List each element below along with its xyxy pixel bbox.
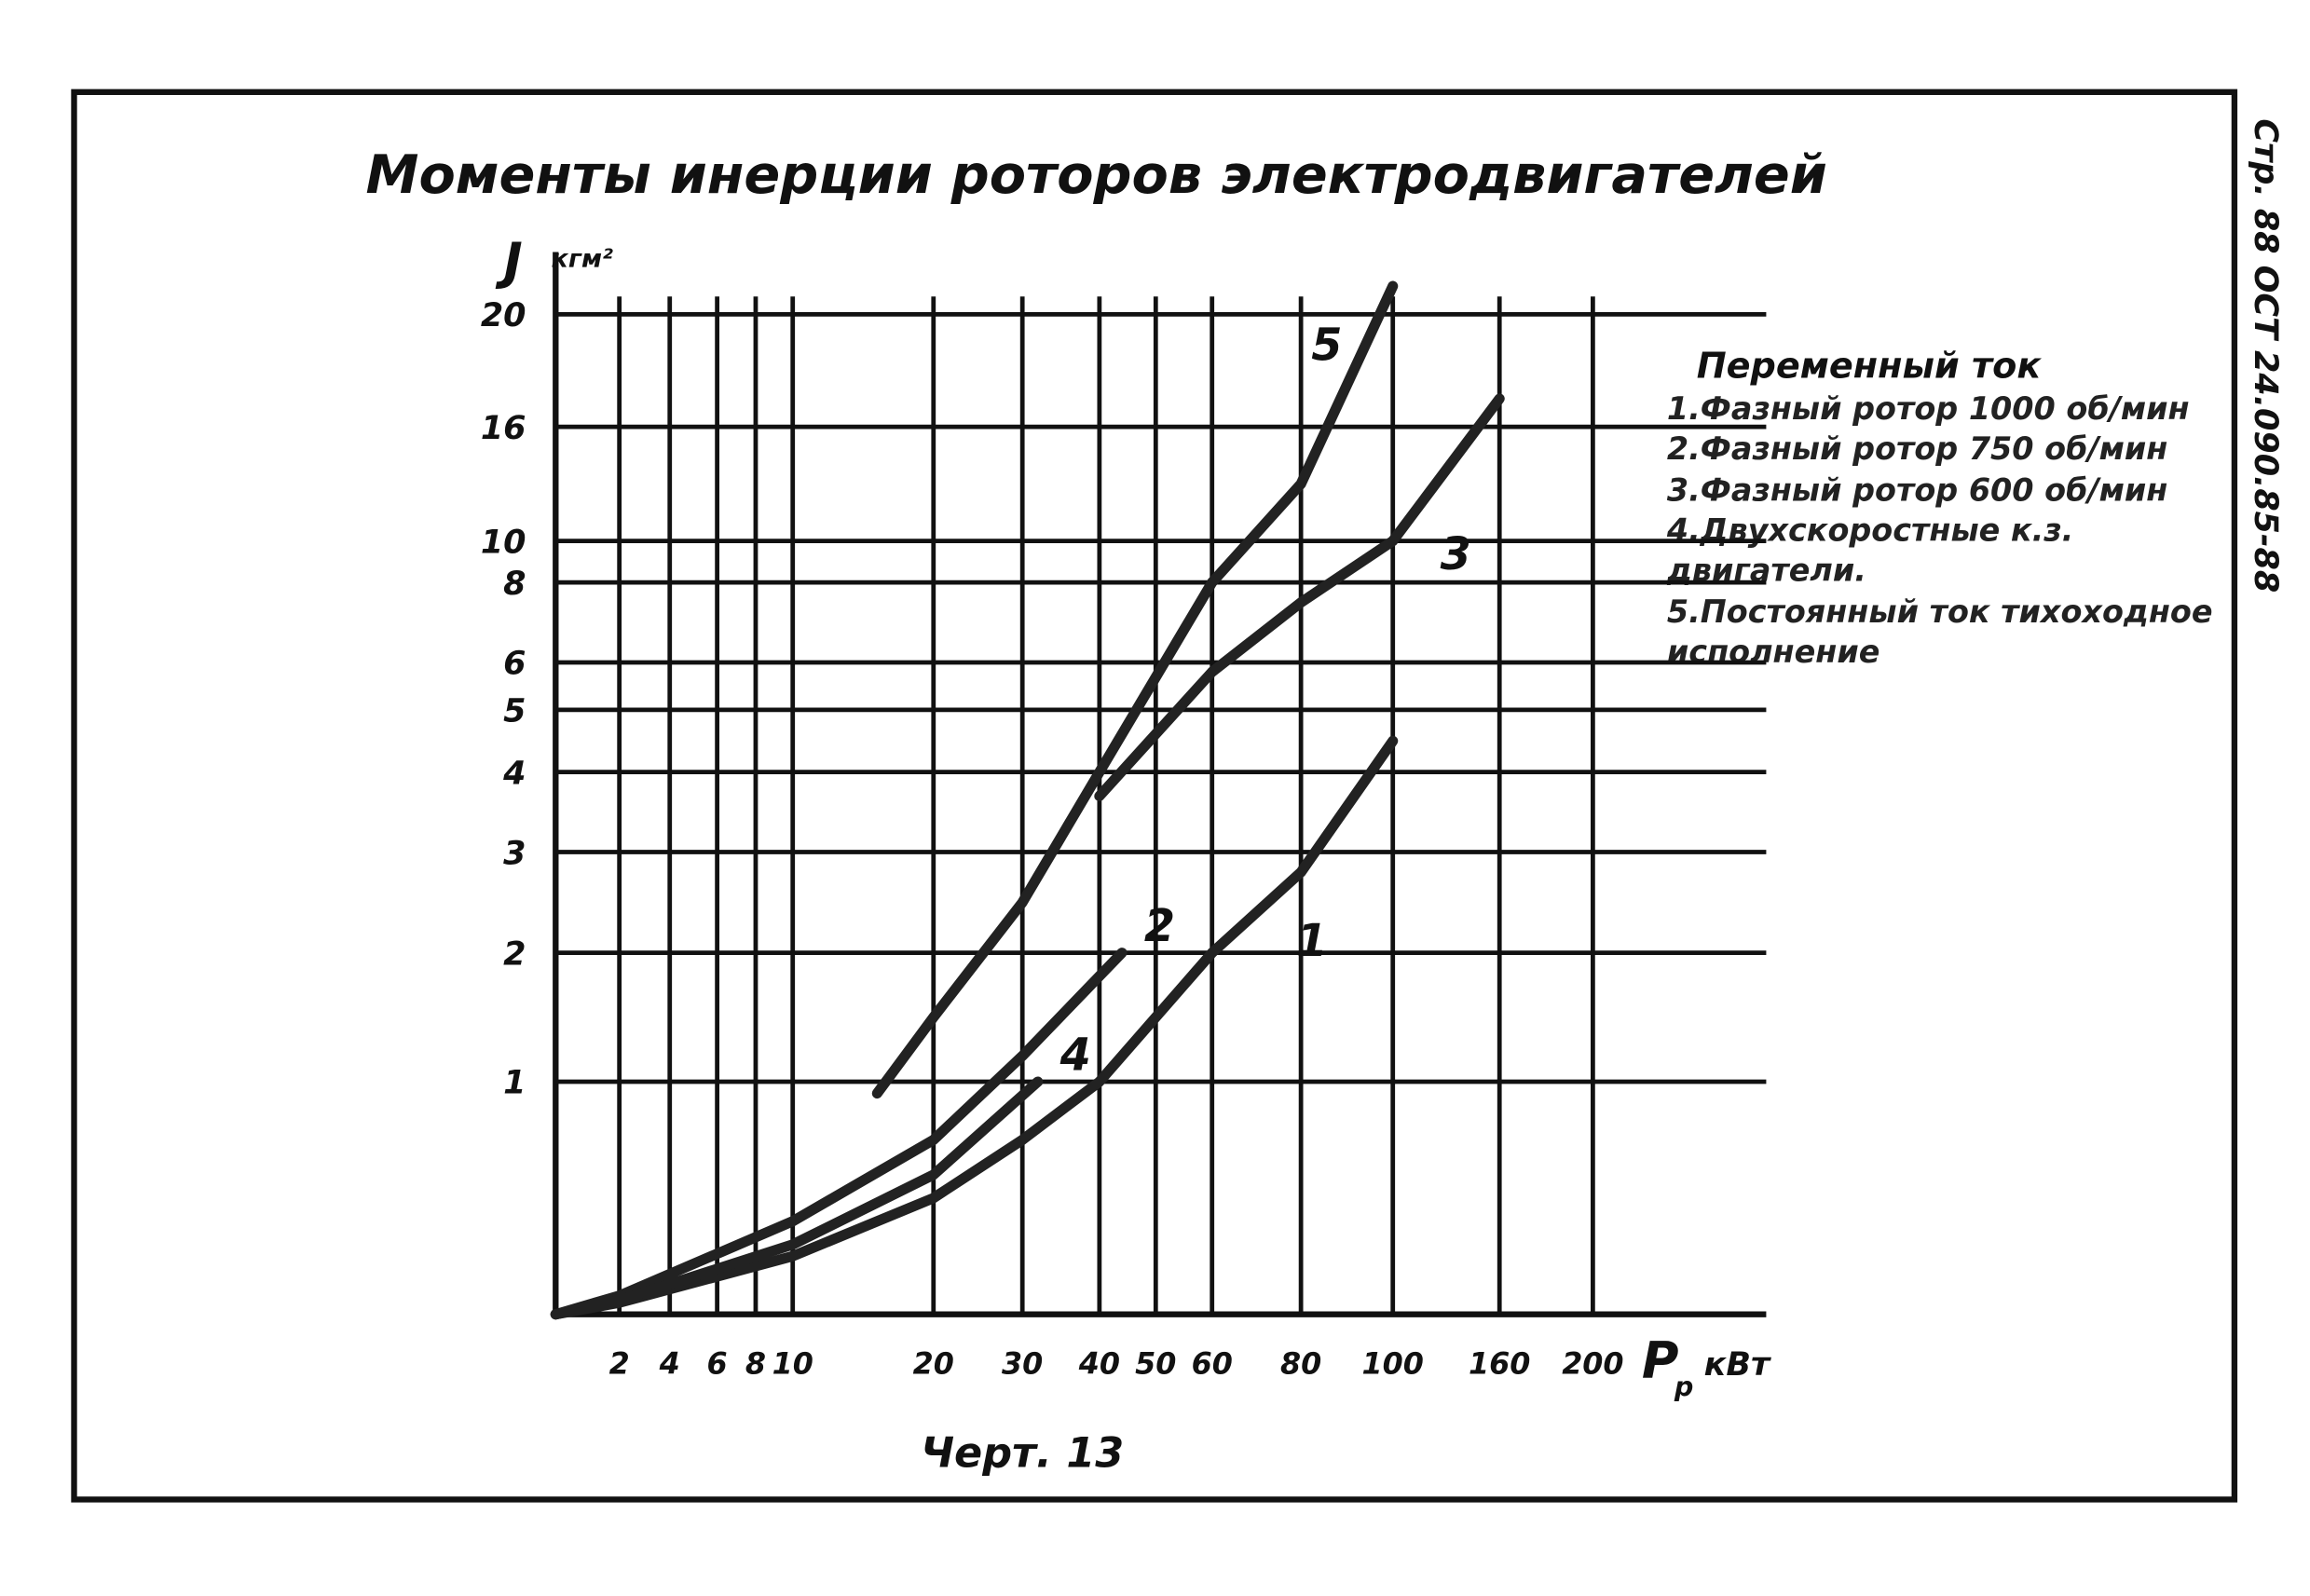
series-label: 4 [1059, 1030, 1091, 1081]
y-tick-label: 10 [481, 524, 526, 561]
x-axis-unit: кВт [1704, 1346, 1771, 1384]
legend-entry: 4.Двухскоростные к.з. двигатели. [1666, 512, 2074, 590]
legend: Переменный ток 1.Фазный ротор 1000 об/ми… [1667, 344, 2237, 673]
frame [71, 89, 2238, 1503]
side-note: Стр. 88 ОСТ 24.090.85-88 [2247, 118, 2284, 593]
x-tick-label: 2 [609, 1346, 630, 1381]
y-axis-label: J [496, 232, 523, 291]
y-tick-label: 2 [503, 935, 526, 973]
x-tick-label: 40 [1078, 1346, 1120, 1381]
x-tick-label: 20 [913, 1346, 954, 1381]
series-line [1094, 393, 1505, 801]
x-tick-label: 60 [1192, 1346, 1233, 1381]
y-tick-label: 1 [503, 1065, 526, 1102]
grid [555, 296, 1767, 1315]
legend-entry: 2.Фазный ротор 750 об/мин [1666, 431, 2168, 468]
chart-title: Моменты инерции роторов электродвигателе… [366, 144, 1827, 206]
legend-title: Переменный ток [1696, 345, 2042, 388]
y-tick-label: 5 [503, 693, 526, 730]
legend-entry: 3.Фазный ротор 600 об/мин [1666, 472, 2168, 509]
x-tick-label: 30 [1002, 1346, 1043, 1381]
legend-entry: 5.Постоянный ток тихоходное исполнение [1666, 593, 2213, 670]
x-axis-label-sub: р [1674, 1371, 1693, 1402]
x-tick-label: 4 [659, 1346, 680, 1381]
y-tick-label: 8 [503, 566, 526, 603]
series-line [550, 735, 1399, 1320]
series-label: 1 [1296, 916, 1327, 967]
series-label: 3 [1441, 529, 1471, 580]
x-tick-label: 80 [1280, 1346, 1321, 1381]
y-axis-unit: кгм² [552, 244, 614, 273]
series-line [871, 280, 1399, 1099]
legend-box: Переменный ток 1.Фазный ротор 1000 об/ми… [1667, 344, 2237, 673]
y-tick-label: 20 [481, 297, 526, 334]
legend-entry: 1.Фазный ротор 1000 об/мин [1666, 391, 2190, 428]
x-tick-label: 10 [772, 1346, 813, 1381]
y-tick-label: 6 [503, 646, 526, 683]
series-line [550, 1076, 1044, 1320]
y-tick-label: 4 [502, 755, 526, 792]
series-label: 2 [1144, 901, 1175, 952]
caption: Черт. 13 [921, 1429, 1124, 1477]
x-tick-label: 50 [1135, 1346, 1176, 1381]
y-tick-label: 16 [481, 410, 526, 447]
x-tick-label: 8 [745, 1346, 766, 1381]
x-tick-label: 6 [707, 1346, 728, 1381]
series-label: 5 [1311, 321, 1342, 372]
y-tick-label: 3 [503, 835, 526, 872]
x-tick-label: 160 [1469, 1346, 1530, 1381]
x-axis-label: P [1642, 1331, 1679, 1390]
x-tick-label: 200 [1562, 1346, 1623, 1381]
x-tick-label: 100 [1362, 1346, 1424, 1381]
